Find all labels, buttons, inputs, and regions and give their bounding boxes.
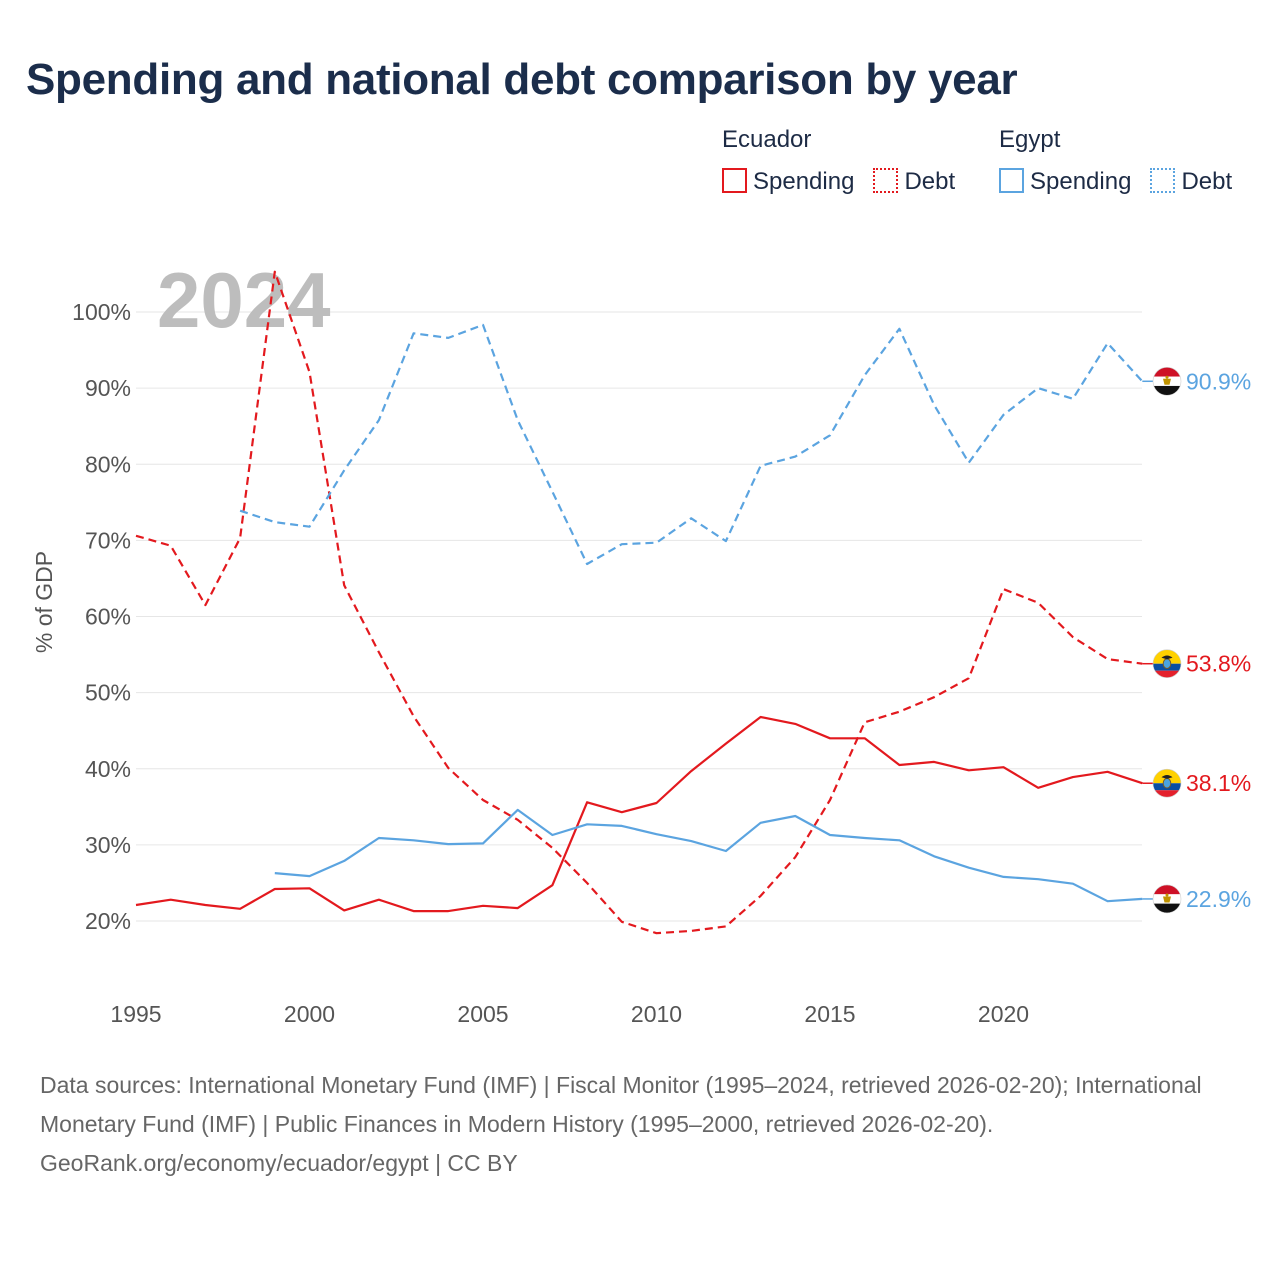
- year-watermark: 2024: [157, 256, 331, 344]
- y-tick-label-90: 90%: [85, 375, 131, 401]
- legend-row-ecuador: Spending Debt: [722, 168, 955, 196]
- egypt-flag-icon: [1152, 884, 1182, 914]
- ecuador-flag-icon: [1152, 649, 1182, 679]
- legend-item-ecuador-debt[interactable]: Debt: [873, 168, 955, 196]
- chart-footer: Data sources: International Monetary Fun…: [40, 1066, 1230, 1183]
- y-tick-label-100: 100%: [72, 299, 131, 325]
- legend-swatch-egypt-debt: [1150, 168, 1176, 193]
- ecuador-spending-line: [135, 715, 1143, 913]
- legend-country-egypt: Egypt: [999, 126, 1061, 153]
- legend-label-ecuador-spending: Spending: [753, 168, 855, 195]
- y-tick-label-50: 50%: [85, 680, 131, 706]
- egypt-flag-icon: [1152, 366, 1182, 396]
- x-tick-label-1995: 1995: [110, 1001, 161, 1027]
- y-axis-title: % of GDP: [31, 551, 57, 653]
- legend-label-egypt-spending: Spending: [1030, 168, 1132, 195]
- legend-swatch-ecuador-debt: [873, 168, 899, 193]
- y-tick-label-60: 60%: [85, 604, 131, 630]
- legend-item-egypt-spending[interactable]: Spending: [999, 168, 1131, 196]
- x-tick-label-2000: 2000: [284, 1001, 335, 1027]
- egypt-debt-end-label: 90.9%: [1186, 368, 1251, 394]
- ecuador-debt-end-label: 53.8%: [1186, 651, 1251, 677]
- egypt-spending-end-label: 22.9%: [1186, 886, 1251, 912]
- x-tick-label-2005: 2005: [457, 1001, 508, 1027]
- y-tick-label-80: 80%: [85, 451, 131, 477]
- gridlines: [136, 311, 1142, 922]
- ecuador-debt-line: [135, 270, 1143, 935]
- ecuador-flag-icon: [1152, 768, 1182, 798]
- series-lines: [135, 270, 1144, 935]
- x-tick-label-2015: 2015: [804, 1001, 855, 1027]
- legend-item-egypt-debt[interactable]: Debt: [1150, 168, 1232, 196]
- y-tick-label-70: 70%: [85, 527, 131, 553]
- legend-swatch-ecuador-spending: [722, 168, 747, 193]
- y-tick-label-20: 20%: [85, 908, 131, 934]
- chart-title: Spending and national debt comparison by…: [26, 55, 1018, 104]
- egypt-debt-line: [239, 323, 1144, 566]
- y-tick-label-30: 30%: [85, 832, 131, 858]
- year-watermark-layer: 2024: [157, 256, 331, 344]
- legend-swatch-egypt-spending: [999, 168, 1024, 193]
- line-chart: 2024 20% 30% 40% 50% 60% 70% 80% 90% 100% % of GDP…: [31, 256, 1251, 1027]
- legend-item-ecuador-spending[interactable]: Spending: [722, 168, 854, 196]
- y-axis: 20% 30% 40% 50% 60% 70% 80% 90% 100% % of GDP: [31, 299, 131, 934]
- legend-group-ecuador: Ecuador Spending Debt: [722, 126, 955, 196]
- y-tick-label-40: 40%: [85, 756, 131, 782]
- x-tick-label-2020: 2020: [978, 1001, 1029, 1027]
- series-end-markers: 38.1% 53.8% 22.9% 90.9%: [1142, 366, 1251, 914]
- legend-country-ecuador: Ecuador: [722, 126, 812, 153]
- ecuador-spending-end-label: 38.1%: [1186, 770, 1251, 796]
- legend-group-egypt: Egypt Spending Debt: [999, 126, 1232, 196]
- x-axis: 1995 2000 2005 2010 2015 2020: [110, 1001, 1029, 1027]
- x-tick-label-2010: 2010: [631, 1001, 682, 1027]
- data-sources-note: Data sources: International Monetary Fun…: [40, 1072, 1202, 1137]
- legend-label-ecuador-debt: Debt: [904, 168, 956, 195]
- source-credit: GeoRank.org/economy/ecuador/egypt | CC B…: [40, 1150, 518, 1176]
- egypt-spending-line: [274, 808, 1143, 903]
- legend-row-egypt: Spending Debt: [999, 168, 1232, 196]
- legend-label-egypt-debt: Debt: [1181, 168, 1233, 195]
